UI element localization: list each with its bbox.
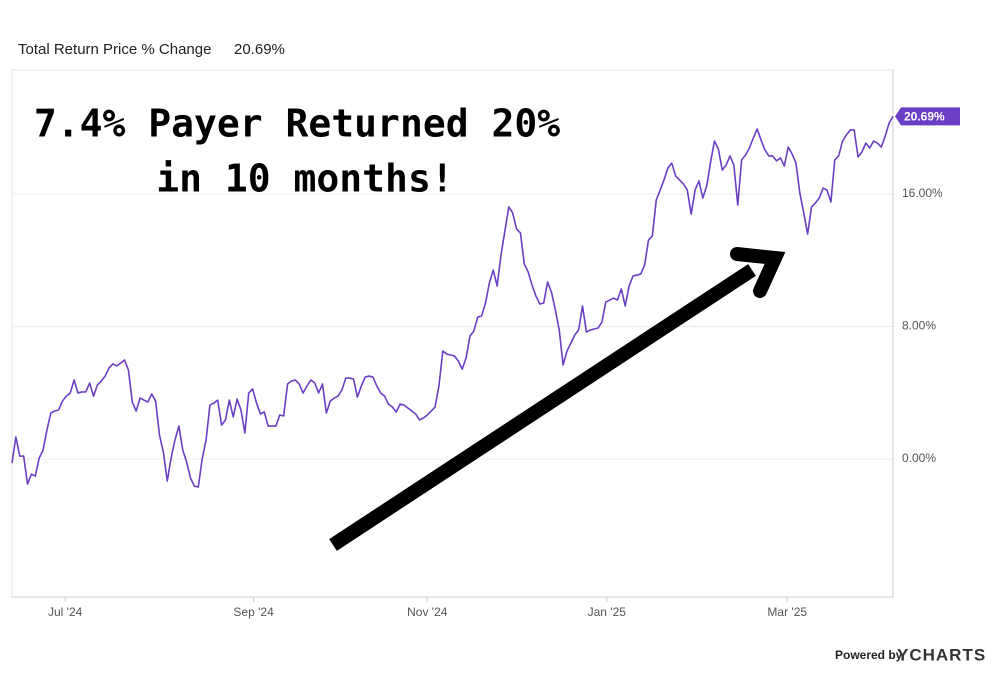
y-tick-label: 0.00% xyxy=(902,451,936,465)
value-label: 20.69% xyxy=(904,110,945,124)
line-series xyxy=(11,115,894,488)
arrow xyxy=(329,247,786,551)
footer-logo: YCHARTS xyxy=(897,645,986,664)
x-tick-label: Mar '25 xyxy=(767,605,807,619)
y-tick-label: 8.00% xyxy=(902,319,936,333)
annotation: 7.4% Payer Returned 20% xyxy=(34,102,560,146)
x-tick-label: Sep '24 xyxy=(233,605,274,619)
footer-text: Powered by xyxy=(835,648,903,662)
y-tick-label: 16.00% xyxy=(902,186,943,200)
value-badge xyxy=(895,107,960,126)
legend-label: Total Return Price % Change xyxy=(18,41,211,58)
x-tick-label: Jan '25 xyxy=(588,605,627,619)
legend-value: 20.69% xyxy=(234,41,285,58)
x-tick-label: Jul '24 xyxy=(48,605,83,619)
annotation: in 10 months! xyxy=(156,157,453,201)
x-tick-label: Nov '24 xyxy=(407,605,448,619)
